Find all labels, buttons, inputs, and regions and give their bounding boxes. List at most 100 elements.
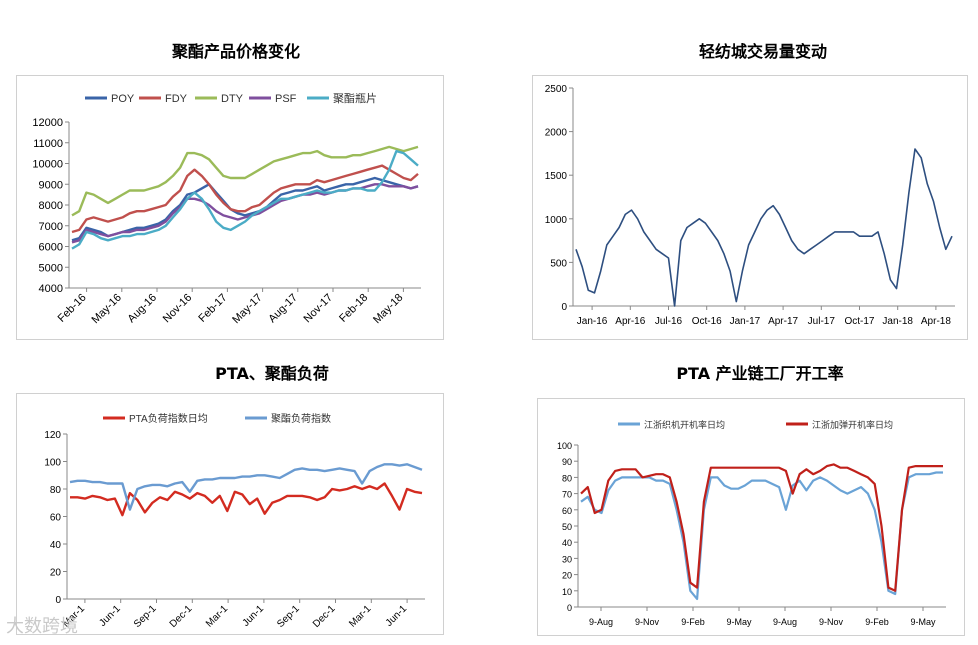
y-tick-label: 20: [562, 571, 572, 581]
legend-label-1: 聚酯负荷指数: [271, 412, 331, 425]
y-tick-label: 7000: [39, 221, 63, 233]
x-tick-label: 9-Aug: [589, 617, 613, 627]
series-line-0: [575, 148, 953, 307]
y-tick-label: 90: [562, 457, 572, 467]
x-tick-label: Jun-1: [97, 603, 123, 629]
x-tick-label: Jul-17: [808, 316, 836, 327]
x-tick-label: Dec-1: [311, 603, 338, 630]
chart-title-pta-chain-operating-rate: PTA 产业链工厂开工率: [676, 364, 844, 383]
y-tick-label: 40: [50, 540, 62, 551]
x-tick-label: Aug-16: [126, 292, 160, 326]
x-tick-label: Jul-16: [655, 316, 683, 327]
x-tick-label: Feb-17: [196, 292, 229, 325]
x-tick-label: Jan-16: [577, 316, 608, 327]
x-tick-label: Jan-18: [882, 316, 913, 327]
x-tick-label: 9-Nov: [635, 617, 660, 627]
x-tick-label: 9-Feb: [865, 617, 889, 627]
series-line-0: [70, 482, 423, 517]
chart-title-polyester-prices: 聚酯产品价格变化: [171, 42, 300, 61]
x-tick-label: Feb-16: [56, 292, 89, 325]
series-line-1: [580, 463, 943, 592]
y-tick-label: 100: [557, 441, 572, 451]
y-tick-label: 10000: [32, 159, 63, 171]
chart-panel-pta-chain-operating-rate: 0 10 20 30 40 50 60 70 80 90 100 9-Aug 9-Nov 9-Feb 9-M…: [537, 398, 965, 636]
y-tick-label: 60: [50, 513, 62, 524]
chart-textile-volume: 0 500 1000 1500 2000 2500 Jan-16 Apr-16 Jul-16 Oc…: [545, 84, 955, 327]
chart-polyester-prices: 4000 5000 6000 7000 8000 9000 10000 11000 12000 F…: [32, 91, 421, 326]
y-tick-label: 4000: [39, 283, 63, 295]
chart-pta-polyester-load: 0 20 40 60 80 100 120 Mar-1 Jun-1 Sep-1 Dec-1 Mar-1…: [44, 412, 425, 630]
y-tick-label: 0: [561, 302, 567, 313]
y-tick-label: 5000: [39, 262, 63, 274]
x-tick-label: Jun-1: [241, 603, 267, 629]
legend-label-0: 江浙织机开机率日均: [644, 419, 725, 430]
x-tick-label: May-17: [230, 292, 264, 326]
y-tick-label: 120: [44, 430, 61, 441]
y-tick-label: 50: [562, 522, 572, 532]
y-tick-label: 8000: [39, 200, 63, 212]
x-tick-label: 9-Nov: [819, 617, 844, 627]
series-line-0: [71, 176, 419, 242]
y-tick-label: 60: [562, 506, 572, 516]
legend-label-1: FDY: [165, 93, 188, 105]
x-tick-label: 9-May: [726, 617, 752, 627]
y-tick-label: 80: [50, 485, 62, 496]
y-tick-label: 10: [562, 587, 572, 597]
y-tick-label: 40: [562, 538, 572, 548]
x-tick-label: Apr-18: [921, 316, 951, 327]
y-tick-label: 30: [562, 554, 572, 564]
series-line-1: [71, 164, 419, 234]
x-tick-label: Sep-1: [132, 603, 159, 630]
x-tick-label: Oct-16: [692, 316, 722, 327]
chart-panel-pta-polyester-load: 0 20 40 60 80 100 120 Mar-1 Jun-1 Sep-1 Dec-1 Mar-1…: [16, 393, 444, 635]
x-tick-label: Nov-17: [302, 292, 336, 326]
series-line-2: [71, 145, 419, 217]
y-tick-label: 6000: [39, 242, 63, 254]
legend-label-2: DTY: [221, 93, 244, 105]
legend-label-0: POY: [111, 93, 135, 105]
y-tick-label: 11000: [33, 138, 63, 150]
x-tick-label: Aug-17: [266, 292, 300, 326]
y-tick-label: 500: [550, 258, 567, 269]
chart-title-pta-polyester-load: PTA、聚酯负荷: [215, 364, 329, 383]
x-tick-label: Mar-1: [347, 603, 374, 630]
x-tick-label: Dec-1: [168, 603, 195, 630]
y-tick-label: 2000: [545, 128, 568, 139]
x-tick-label: Apr-16: [615, 316, 645, 327]
x-tick-label: 9-Aug: [773, 617, 797, 627]
series-line-4: [71, 149, 419, 250]
chart-panel-textile-volume: 0 500 1000 1500 2000 2500 Jan-16 Apr-16 Jul-16 Oc…: [532, 75, 968, 340]
x-tick-label: Oct-17: [844, 316, 874, 327]
y-tick-label: 1500: [545, 171, 568, 182]
y-tick-label: 1000: [545, 215, 568, 226]
x-tick-label: May-18: [371, 292, 405, 326]
x-tick-label: 9-Feb: [681, 617, 705, 627]
chart-pta-chain-operating-rate: 0 10 20 30 40 50 60 70 80 90 100 9-Aug 9-Nov 9-Feb 9-M…: [557, 419, 946, 627]
y-tick-label: 0: [567, 603, 572, 613]
x-tick-label: Sep-1: [275, 603, 302, 630]
y-tick-label: 20: [50, 568, 62, 579]
y-tick-label: 70: [562, 490, 572, 500]
legend-label-0: PTA负荷指数日均: [129, 412, 208, 425]
x-tick-label: May-16: [89, 292, 123, 326]
series-line-0: [580, 471, 943, 600]
watermark: 大数跨境: [6, 616, 78, 637]
y-tick-label: 80: [562, 473, 572, 483]
y-tick-label: 100: [44, 458, 61, 469]
x-tick-label: Mar-1: [204, 603, 231, 630]
x-tick-label: 9-May: [910, 617, 936, 627]
x-tick-label: Feb-18: [337, 292, 370, 325]
legend-label-3: PSF: [275, 93, 297, 105]
y-tick-label: 0: [55, 595, 61, 606]
legend-label-4: 聚酯瓶片: [333, 91, 377, 105]
y-tick-label: 12000: [32, 117, 63, 129]
x-tick-label: Jan-17: [730, 316, 761, 327]
series-line-1: [69, 463, 423, 511]
y-tick-label: 2500: [545, 84, 568, 95]
x-tick-label: Apr-17: [768, 316, 798, 327]
chart-panel-polyester-prices: 4000 5000 6000 7000 8000 9000 10000 11000 12000 F…: [16, 75, 444, 340]
y-tick-label: 9000: [39, 179, 63, 191]
legend-label-1: 江浙加弹开机率日均: [812, 419, 893, 430]
x-tick-label: Jun-1: [384, 603, 410, 629]
x-tick-label: Nov-16: [161, 292, 195, 326]
